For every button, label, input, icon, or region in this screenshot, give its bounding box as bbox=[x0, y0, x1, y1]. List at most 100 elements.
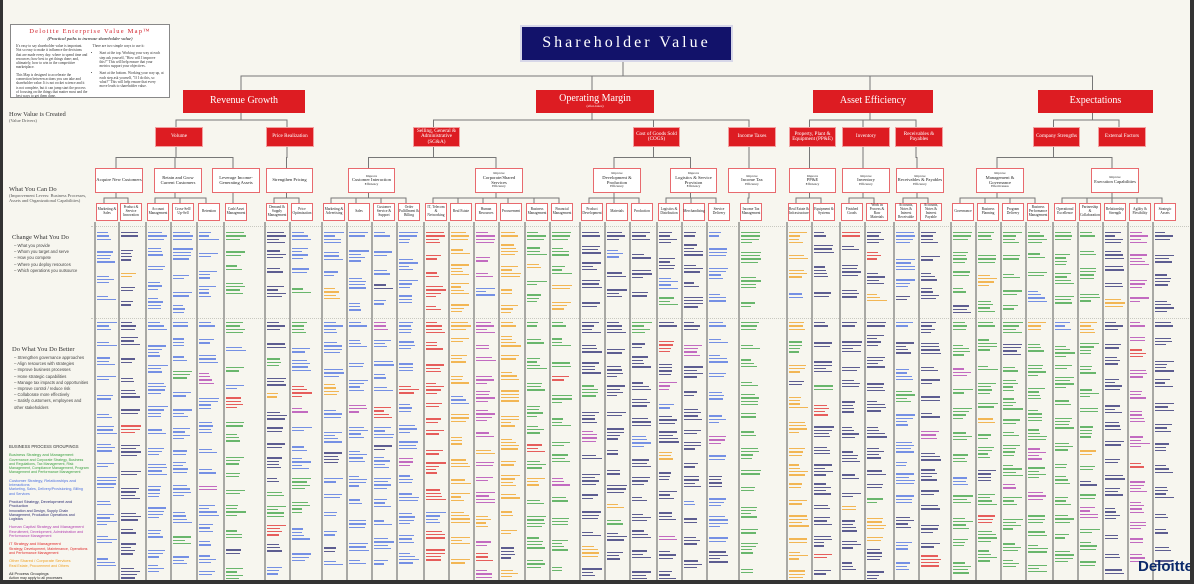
lever-24[interactable]: Income Tax Management bbox=[740, 203, 762, 221]
action-text-line bbox=[1080, 368, 1092, 371]
action-text-line bbox=[1028, 571, 1047, 573]
lever-4[interactable]: Retention bbox=[198, 203, 220, 221]
lever-36[interactable]: Partnership & Collaboration bbox=[1079, 203, 1101, 221]
action-text-line bbox=[451, 354, 468, 356]
sub-driver-4[interactable]: Income Taxes bbox=[728, 127, 776, 147]
value-driver-3[interactable]: Expectations bbox=[1038, 90, 1153, 113]
lever-18[interactable]: Product Development bbox=[581, 203, 603, 221]
lever-0[interactable]: Marketing & Sales bbox=[96, 203, 118, 221]
lever-35[interactable]: Operational Excellence bbox=[1054, 203, 1076, 221]
lever-32[interactable]: Business Planning bbox=[977, 203, 999, 221]
action-text-line bbox=[552, 444, 564, 447]
value-driver-2[interactable]: Asset Efficiency bbox=[813, 90, 933, 113]
improvement-area-1[interactable]: Retain and Grow Current Customers bbox=[154, 168, 202, 193]
improvement-area-4[interactable]: Improve Customer Interaction Efficiency bbox=[348, 168, 395, 193]
action-text-line bbox=[842, 426, 853, 428]
sub-driver-2[interactable]: Selling, General & Administrative (SG&A) bbox=[413, 127, 460, 147]
lever-13[interactable]: Real Estate bbox=[450, 203, 472, 221]
lever-15[interactable]: Procurement bbox=[500, 203, 522, 221]
improvement-area-2[interactable]: Leverage Income-Generating Assets bbox=[212, 168, 260, 193]
action-text-line bbox=[789, 371, 800, 373]
action-text-line bbox=[896, 259, 915, 261]
value-driver-0[interactable]: Revenue Growth bbox=[183, 90, 305, 113]
sub-driver-0[interactable]: Volume bbox=[155, 127, 203, 147]
sub-driver-7[interactable]: Receivables & Payables bbox=[895, 127, 943, 147]
improvement-area-3[interactable]: Strengthen Pricing bbox=[266, 168, 313, 193]
lever-10[interactable]: Customer Service & Support bbox=[373, 203, 395, 221]
lever-33[interactable]: Program Delivery bbox=[1002, 203, 1024, 221]
column-rule bbox=[786, 222, 788, 580]
sub-driver-1[interactable]: Price Realization bbox=[266, 127, 314, 147]
action-text-line bbox=[349, 523, 366, 525]
lever-39[interactable]: Strategic Assets bbox=[1154, 203, 1176, 221]
action-text-line bbox=[659, 388, 670, 390]
lever-20[interactable]: Production bbox=[631, 203, 653, 221]
lever-21[interactable]: Logistics & Distribution bbox=[658, 203, 680, 221]
lever-16[interactable]: Business Management bbox=[526, 203, 548, 221]
improvement-area-12[interactable]: Improve Management & Governance Effectiven… bbox=[976, 168, 1024, 193]
shareholder-value-box[interactable]: Shareholder Value bbox=[520, 25, 733, 62]
sub-driver-6[interactable]: Inventory bbox=[842, 127, 890, 147]
improvement-area-0[interactable]: Acquire New Customers bbox=[95, 168, 143, 193]
improvement-area-9[interactable]: Improve PP&E Efficiency bbox=[789, 168, 836, 193]
lever-14[interactable]: Human Resources bbox=[475, 203, 497, 221]
lever-22[interactable]: Merchandising bbox=[683, 203, 705, 221]
lever-34[interactable]: Business Performance Management bbox=[1027, 203, 1049, 221]
lever-12[interactable]: IT, Telecom & Networking bbox=[425, 203, 447, 221]
lever-37[interactable]: Relationship Strength bbox=[1104, 203, 1126, 221]
lever-28[interactable]: Work in Process & Raw Materials bbox=[866, 203, 888, 221]
action-text-line bbox=[1130, 322, 1141, 324]
action-text-line bbox=[978, 560, 990, 562]
action-text-line bbox=[867, 486, 882, 489]
action-text-line bbox=[324, 288, 335, 290]
lever-19[interactable]: Materials bbox=[606, 203, 628, 221]
lever-38[interactable]: Agility & Flexibility bbox=[1129, 203, 1151, 221]
action-text-line bbox=[684, 408, 699, 411]
lever-5[interactable]: Cash/Asset Management bbox=[225, 203, 247, 221]
action-text-line bbox=[1155, 310, 1167, 312]
sub-driver-5[interactable]: Property, Plant & Equipment (PP&E) bbox=[789, 127, 836, 147]
improvement-area-10[interactable]: Improve Inventory Efficiency bbox=[842, 168, 890, 193]
improvement-area-11[interactable]: Improve Receivables & Payables Efficiency bbox=[896, 168, 944, 193]
lever-11[interactable]: Order Fulfillment & Billing bbox=[398, 203, 420, 221]
sub-driver-8[interactable]: Company Strengths bbox=[1033, 127, 1080, 147]
lever-26[interactable]: Equipment & Systems bbox=[813, 203, 835, 221]
lever-2[interactable]: Account Management bbox=[147, 203, 169, 221]
action-text-line bbox=[607, 249, 619, 252]
action-text-line bbox=[349, 408, 367, 410]
lever-25[interactable]: Real Estate & Infrastructure bbox=[788, 203, 810, 221]
lever-27[interactable]: Finished Goods bbox=[841, 203, 863, 221]
action-text-line bbox=[1003, 549, 1018, 552]
action-text-line bbox=[1105, 257, 1125, 259]
lever-3[interactable]: Cross-Sell/ Up-Sell bbox=[172, 203, 194, 221]
lever-29[interactable]: Accounts, Notes & Interest Receivable bbox=[895, 203, 917, 221]
action-text-line bbox=[292, 291, 312, 293]
action-text-line bbox=[552, 322, 564, 324]
action-text-line bbox=[953, 325, 968, 327]
action-text-line bbox=[953, 538, 968, 540]
action-text-line bbox=[527, 338, 541, 341]
improvement-area-6[interactable]: Improve Development & Production Efficienc… bbox=[593, 168, 641, 193]
lever-17[interactable]: Financial Management bbox=[551, 203, 573, 221]
improvement-area-5[interactable]: Improve Corporate/Shared Services Efficien… bbox=[475, 168, 523, 193]
action-text-line bbox=[978, 553, 991, 556]
lever-30[interactable]: Accounts, Notes & Interest Payable bbox=[920, 203, 942, 221]
lever-8[interactable]: Marketing & Advertising bbox=[323, 203, 345, 221]
lever-7[interactable]: Price Optimization bbox=[291, 203, 313, 221]
action-text-line bbox=[659, 268, 674, 270]
sub-driver-3[interactable]: Cost of Goods Sold (COGS) bbox=[633, 127, 680, 147]
improvement-area-7[interactable]: Improve Logistics & Service Provision Effi… bbox=[670, 168, 717, 193]
lever-6[interactable]: Demand & Supply Management bbox=[266, 203, 288, 221]
action-text-line bbox=[789, 518, 808, 521]
column-rule bbox=[604, 222, 606, 580]
improvement-area-8[interactable]: Improve Income Tax Efficiency bbox=[728, 168, 776, 193]
lever-9[interactable]: Sales bbox=[348, 203, 370, 221]
improvement-area-13[interactable]: Improve Execution Capabilities bbox=[1091, 168, 1139, 193]
lever-23[interactable]: Service Delivery bbox=[708, 203, 730, 221]
lever-31[interactable]: Governance bbox=[952, 203, 974, 221]
lever-1[interactable]: Product & Service Innovation bbox=[120, 203, 142, 221]
sub-driver-9[interactable]: External Factors bbox=[1098, 127, 1146, 147]
value-driver-1[interactable]: Operating Margin (after-taxes) bbox=[536, 90, 654, 113]
action-text-line bbox=[632, 439, 648, 441]
level5-label: Marketing & Sales bbox=[97, 207, 117, 215]
